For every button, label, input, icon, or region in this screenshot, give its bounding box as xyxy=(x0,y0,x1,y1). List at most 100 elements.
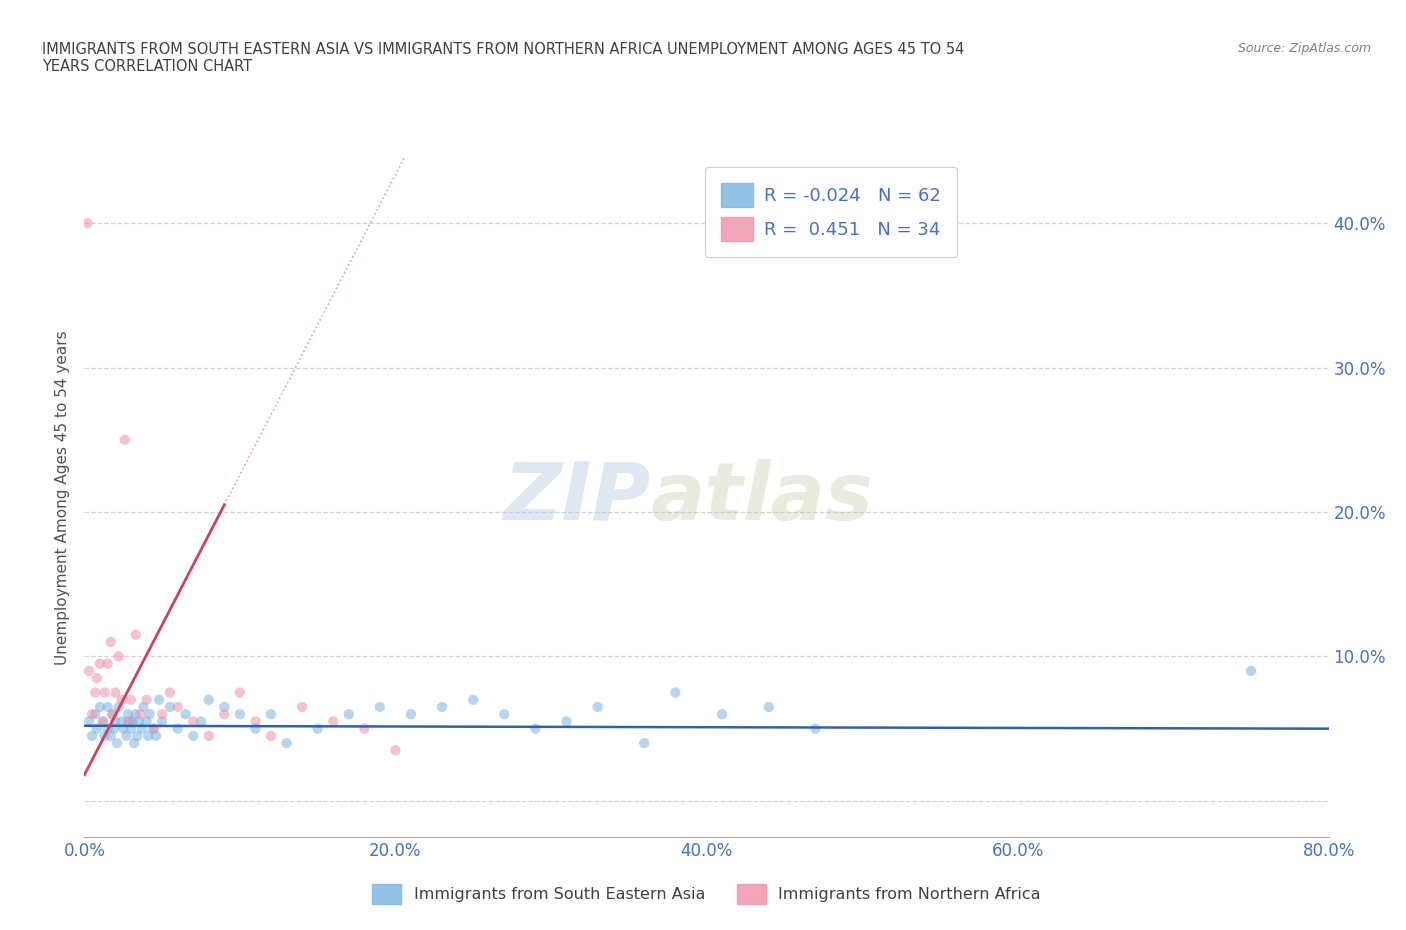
Point xyxy=(76,216,98,231)
Point xyxy=(112,722,135,737)
Point xyxy=(117,707,139,722)
Point xyxy=(107,649,129,664)
Point xyxy=(84,685,107,700)
Point xyxy=(104,685,127,700)
Point xyxy=(190,714,212,729)
Point xyxy=(82,707,104,722)
Point xyxy=(214,699,236,714)
Point xyxy=(166,699,188,714)
Point xyxy=(150,714,173,729)
Point xyxy=(136,728,159,743)
Point xyxy=(150,707,173,722)
Text: atlas: atlas xyxy=(651,458,873,537)
Point xyxy=(494,707,516,722)
Point xyxy=(148,692,170,707)
Point xyxy=(260,728,283,743)
Point xyxy=(132,699,155,714)
Point xyxy=(229,685,252,700)
Point xyxy=(145,728,167,743)
Point xyxy=(125,707,148,722)
Point xyxy=(91,714,114,729)
Point xyxy=(159,685,181,700)
Point xyxy=(197,692,221,707)
Point xyxy=(84,707,107,722)
Point xyxy=(91,714,114,729)
Point xyxy=(122,736,145,751)
Point xyxy=(101,707,124,722)
Point xyxy=(159,699,181,714)
Point xyxy=(555,714,578,729)
Point xyxy=(82,728,104,743)
Point xyxy=(322,714,344,729)
Point xyxy=(307,722,329,737)
Point xyxy=(135,692,157,707)
Point xyxy=(77,714,100,729)
Point xyxy=(101,707,124,722)
Point xyxy=(399,707,422,722)
Point xyxy=(100,634,122,649)
Point xyxy=(245,714,267,729)
Legend: Immigrants from South Eastern Asia, Immigrants from Northern Africa: Immigrants from South Eastern Asia, Immi… xyxy=(366,877,1047,910)
Text: IMMIGRANTS FROM SOUTH EASTERN ASIA VS IMMIGRANTS FROM NORTHERN AFRICA UNEMPLOYME: IMMIGRANTS FROM SOUTH EASTERN ASIA VS IM… xyxy=(42,42,965,74)
Point xyxy=(86,722,108,737)
Point xyxy=(804,722,827,737)
Point xyxy=(104,714,127,729)
Point xyxy=(127,728,149,743)
Point xyxy=(353,722,375,737)
Point xyxy=(97,699,120,714)
Point xyxy=(117,714,139,729)
Point xyxy=(120,692,142,707)
Point xyxy=(121,714,143,729)
Point xyxy=(430,699,453,714)
Point xyxy=(197,728,221,743)
Point xyxy=(181,714,204,729)
Text: ZIP: ZIP xyxy=(503,458,651,537)
Point xyxy=(181,728,204,743)
Point xyxy=(115,728,138,743)
Point xyxy=(120,722,142,737)
Point xyxy=(142,722,165,737)
Point xyxy=(107,699,129,714)
Point xyxy=(138,707,160,722)
Point xyxy=(291,699,314,714)
Point xyxy=(245,722,267,737)
Point xyxy=(337,707,360,722)
Point xyxy=(105,736,128,751)
Point xyxy=(524,722,547,737)
Text: Source: ZipAtlas.com: Source: ZipAtlas.com xyxy=(1237,42,1371,55)
Point xyxy=(135,714,157,729)
Point xyxy=(174,707,197,722)
Point xyxy=(86,671,108,685)
Point xyxy=(368,699,391,714)
Y-axis label: Unemployment Among Ages 45 to 54 years: Unemployment Among Ages 45 to 54 years xyxy=(55,330,70,665)
Point xyxy=(93,728,115,743)
Point xyxy=(100,728,122,743)
Point xyxy=(664,685,686,700)
Point xyxy=(97,657,120,671)
Point xyxy=(128,714,150,729)
Point xyxy=(214,707,236,722)
Point xyxy=(118,714,141,729)
Point xyxy=(758,699,780,714)
Point xyxy=(711,707,734,722)
Point xyxy=(166,722,188,737)
Point xyxy=(93,685,115,700)
Point xyxy=(131,722,153,737)
Point xyxy=(111,714,134,729)
Point xyxy=(276,736,298,751)
Point xyxy=(89,699,111,714)
Point xyxy=(129,707,152,722)
Point xyxy=(463,692,485,707)
Point xyxy=(111,692,134,707)
Point xyxy=(586,699,609,714)
Point xyxy=(384,743,406,758)
Point xyxy=(1240,663,1263,678)
Point xyxy=(77,663,100,678)
Point xyxy=(97,722,120,737)
Point xyxy=(143,722,166,737)
Point xyxy=(260,707,283,722)
Point xyxy=(89,657,111,671)
Point xyxy=(114,432,136,447)
Point xyxy=(103,722,125,737)
Point xyxy=(633,736,655,751)
